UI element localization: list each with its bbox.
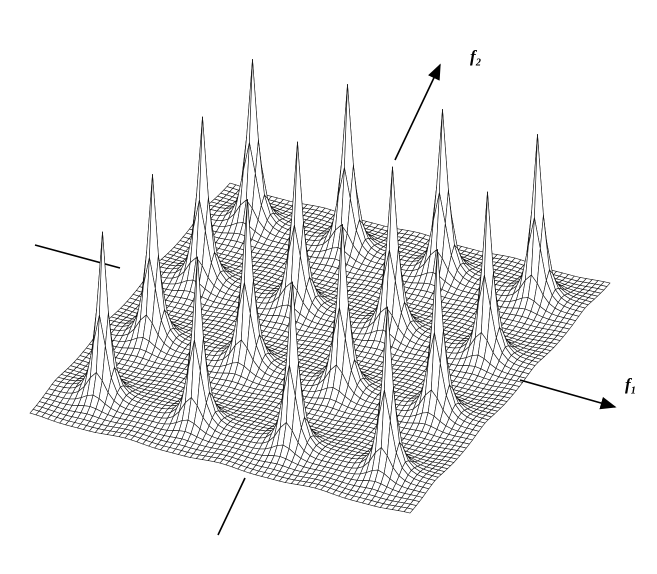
f1-axis-tail: [35, 245, 120, 268]
mesh-surface: [30, 59, 610, 513]
f2-axis: [395, 65, 440, 160]
axis-label: f₂: [470, 47, 482, 66]
f1-axis: [520, 380, 615, 407]
surface-figure: f₂ f₁: [0, 0, 657, 574]
axis-label: f₁: [625, 375, 637, 394]
f2-axis-tail: [218, 478, 245, 535]
